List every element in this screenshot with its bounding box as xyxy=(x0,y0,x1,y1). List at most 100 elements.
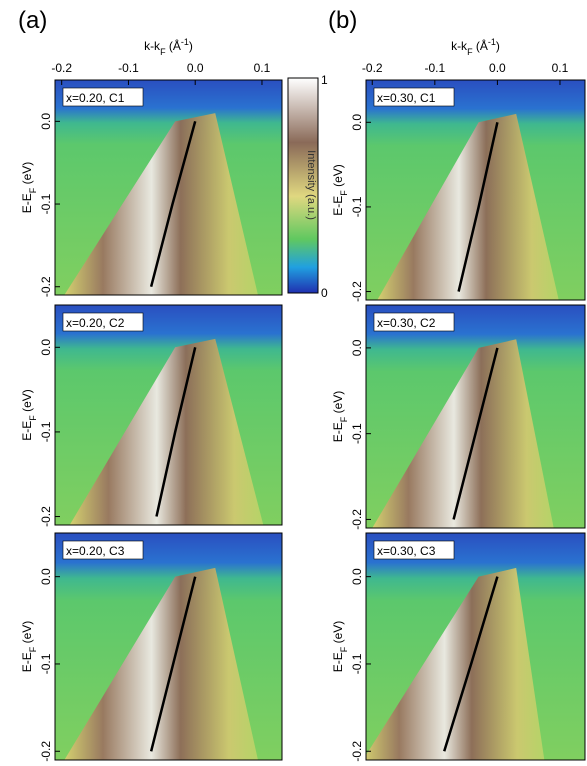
panel-label: (b) xyxy=(328,7,357,34)
panel-sublabel: x=0.30, C2 xyxy=(377,316,436,330)
colorbar-label: Intensity (a.u.) xyxy=(305,150,317,220)
x-axis-label-part: F xyxy=(160,47,166,57)
y-axis-label-part: F xyxy=(28,187,38,193)
panel-sublabel: x=0.30, C3 xyxy=(377,544,436,558)
colorbar-tick: 1 xyxy=(321,73,328,87)
dispersion xyxy=(155,347,197,517)
x-tick-label: 0.1 xyxy=(552,61,569,75)
y-tick-label: -0.2 xyxy=(39,276,53,297)
panel-sublabel: x=0.20, C3 xyxy=(66,544,125,558)
y-axis-label-part: F xyxy=(28,646,38,652)
plot xyxy=(366,533,585,760)
label-box xyxy=(62,312,144,332)
x-tick-label: -0.1 xyxy=(118,61,139,75)
frame xyxy=(54,79,283,296)
y-axis-label: E-EF (eV) xyxy=(331,391,349,443)
y-tick-label: -0.1 xyxy=(350,423,364,444)
y-axis-label-part: E-E xyxy=(20,421,34,441)
y-axis-label-part: E-E xyxy=(20,193,34,213)
y-axis-label: E-EF (eV) xyxy=(331,164,349,216)
label-box xyxy=(373,540,455,560)
y-axis-label-part: E-E xyxy=(20,652,34,672)
label-box xyxy=(62,540,144,560)
dispersion xyxy=(452,347,499,520)
y-tick-label: 0.0 xyxy=(39,568,53,585)
y-tick-label: -0.1 xyxy=(39,421,53,442)
panel-label: (a) xyxy=(18,7,47,34)
x-axis-label-part: -1 xyxy=(488,37,496,47)
y-tick-label: 0.0 xyxy=(350,339,364,356)
panel-sublabel: x=0.30, C1 xyxy=(377,91,436,105)
y-axis-label-part: (eV) xyxy=(20,162,34,188)
x-tick-label: 0.0 xyxy=(489,61,506,75)
y-tick-label: -0.1 xyxy=(350,196,364,217)
intensity-cone xyxy=(64,113,258,295)
y-axis-label-part: (eV) xyxy=(20,389,34,415)
x-tick-label: 0.0 xyxy=(187,61,204,75)
panel-sublabel: x=0.20, C1 xyxy=(66,91,125,105)
x-axis-label-part: k-k xyxy=(451,39,468,53)
dispersion xyxy=(149,121,197,288)
x-axis-label: k-kF (Å-1) xyxy=(144,37,193,57)
y-axis-label-part: E-E xyxy=(331,196,345,216)
x-axis-label-part: ) xyxy=(189,39,193,53)
y-axis-label-part: F xyxy=(339,416,349,422)
y-axis-label-part: (eV) xyxy=(331,391,345,417)
intensity-cone xyxy=(69,338,264,525)
y-tick-label: -0.2 xyxy=(350,741,364,762)
y-axis-label: E-EF (eV) xyxy=(20,162,38,214)
plot xyxy=(366,80,585,300)
x-axis-label-part: F xyxy=(467,47,473,57)
y-tick-label: 0.0 xyxy=(350,114,364,131)
x-axis-label-part: k-k xyxy=(144,39,161,53)
y-axis-label: E-EF (eV) xyxy=(331,621,349,673)
y-axis-label-part: E-E xyxy=(331,652,345,672)
x-axis-label-part: -1 xyxy=(181,37,189,47)
x-tick-label: 0.1 xyxy=(254,61,271,75)
colorbar-tick: 0 xyxy=(321,286,328,300)
intensity-cone xyxy=(366,567,545,760)
plot xyxy=(366,305,585,528)
y-axis-label-part: (eV) xyxy=(331,621,345,647)
y-tick-label: -0.2 xyxy=(39,506,53,527)
intensity-cone xyxy=(372,339,554,528)
frame xyxy=(54,304,283,526)
x-axis-label: k-kF (Å-1) xyxy=(451,37,500,57)
x-tick-label: -0.1 xyxy=(424,61,445,75)
y-axis-label-part: (eV) xyxy=(20,621,34,647)
y-tick-label: 0.0 xyxy=(350,568,364,585)
y-axis-label-part: F xyxy=(28,415,38,421)
frame xyxy=(54,532,283,761)
y-tick-label: 0.0 xyxy=(39,113,53,130)
panel-sublabel: x=0.20, C2 xyxy=(66,316,125,330)
dispersion xyxy=(457,122,499,292)
plot xyxy=(55,80,282,295)
x-tick-label: -0.2 xyxy=(362,61,383,75)
y-tick-label: -0.1 xyxy=(39,193,53,214)
label-box xyxy=(373,87,455,107)
frame xyxy=(365,79,586,301)
x-axis-label-part: ) xyxy=(496,39,500,53)
x-axis-label-part: (Å xyxy=(473,38,488,53)
label-box xyxy=(373,312,455,332)
frame xyxy=(365,304,586,529)
y-axis-label: E-EF (eV) xyxy=(20,621,38,673)
intensity-cone xyxy=(64,567,258,760)
y-tick-label: -0.2 xyxy=(39,741,53,762)
dispersion xyxy=(443,576,499,752)
dispersion xyxy=(149,576,197,752)
colorbar xyxy=(287,77,319,294)
y-tick-label: -0.2 xyxy=(350,281,364,302)
frame xyxy=(365,532,586,761)
y-axis-label-part: F xyxy=(339,646,349,652)
plot xyxy=(55,533,282,760)
y-axis-label-part: F xyxy=(339,190,349,196)
y-tick-label: -0.2 xyxy=(350,509,364,530)
label-box xyxy=(62,87,144,107)
y-tick-label: -0.1 xyxy=(39,653,53,674)
y-axis-label-part: E-E xyxy=(331,422,345,442)
plot xyxy=(55,305,282,525)
y-axis-label: E-EF (eV) xyxy=(20,389,38,441)
y-axis-label-part: (eV) xyxy=(331,164,345,190)
